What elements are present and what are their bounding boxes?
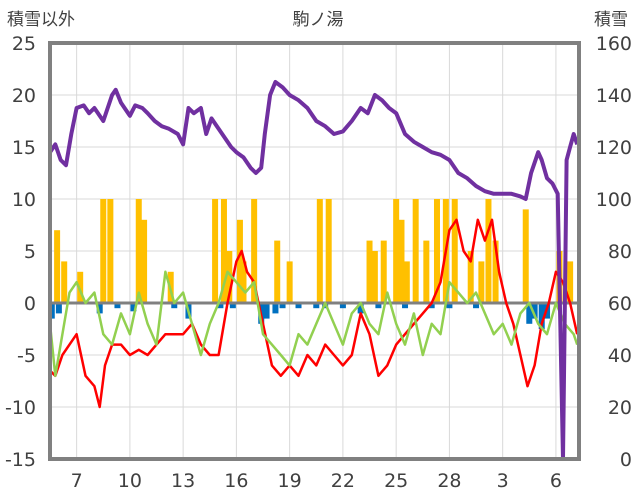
bar-up xyxy=(371,251,378,303)
bar-up xyxy=(100,199,107,303)
bar-up xyxy=(366,240,373,303)
left-tick-label: 25 xyxy=(12,33,36,55)
bar-up xyxy=(141,219,148,303)
bar-down xyxy=(55,303,62,314)
left-tick-label: -5 xyxy=(17,345,36,367)
bar-up xyxy=(325,199,332,303)
x-tick-label: 22 xyxy=(331,470,355,492)
left-tick-label: 0 xyxy=(24,293,36,315)
bar-down xyxy=(538,303,545,329)
bar-down xyxy=(263,303,270,319)
x-tick-label: 6 xyxy=(550,470,562,492)
left-tick-label: -10 xyxy=(5,397,36,419)
right-tick-label: 60 xyxy=(608,293,632,315)
bar-up xyxy=(412,199,419,303)
right-tick-label: 0 xyxy=(620,449,632,471)
bar-down xyxy=(171,303,178,309)
line-series xyxy=(48,80,580,461)
bar-down xyxy=(114,303,121,309)
right-tick-label: 140 xyxy=(596,85,632,107)
bar-up xyxy=(54,230,61,303)
bar-up xyxy=(240,261,247,303)
right-tick-label: 40 xyxy=(608,345,632,367)
left-axis-ticks: -15 -10 -5 0 5 10 15 20 25 xyxy=(5,33,36,471)
snow-depth-line xyxy=(48,80,580,461)
left-tick-label: 10 xyxy=(12,189,36,211)
left-tick-label: 15 xyxy=(12,137,36,159)
bar-up xyxy=(286,261,293,303)
bar-down xyxy=(446,303,453,309)
bar-up xyxy=(423,240,430,303)
left-tick-label: 20 xyxy=(12,85,36,107)
bar-up xyxy=(467,251,474,303)
x-tick-label: 13 xyxy=(171,470,195,492)
left-axis-title: 積雪以外 xyxy=(7,10,75,30)
bar-down xyxy=(402,303,409,309)
bar-down xyxy=(279,303,286,309)
bar-up xyxy=(403,261,410,303)
right-axis-title: 積雪 xyxy=(594,10,628,30)
bar-up xyxy=(451,199,458,303)
bar-down xyxy=(96,303,103,314)
bar-up xyxy=(433,199,440,303)
left-tick-label: 5 xyxy=(24,241,36,263)
bar-up xyxy=(251,199,258,303)
bar-up xyxy=(226,251,233,303)
right-tick-label: 80 xyxy=(608,241,632,263)
x-tick-label: 10 xyxy=(118,470,142,492)
chart-title: 駒ノ湯 xyxy=(293,10,344,30)
bar-up xyxy=(478,261,485,303)
bar-up xyxy=(398,219,405,303)
x-axis-ticks: 7 10 13 16 19 22 25 28 3 6 xyxy=(71,470,562,492)
right-tick-label: 120 xyxy=(596,137,632,159)
bar-up xyxy=(274,240,281,303)
bar-up xyxy=(135,199,142,303)
bar-down xyxy=(531,303,538,319)
bar-down xyxy=(217,303,224,309)
bar-up xyxy=(220,199,227,303)
plot-frame xyxy=(48,41,581,461)
left-tick-label: -15 xyxy=(5,449,36,471)
x-tick-label: 19 xyxy=(278,470,302,492)
bar-down xyxy=(272,303,279,314)
bar-down xyxy=(313,303,320,309)
right-axis-ticks: 0 20 40 60 80 100 120 140 160 xyxy=(596,33,632,471)
bar-down xyxy=(339,303,346,309)
bar-down xyxy=(229,303,236,309)
bar-down xyxy=(473,303,480,309)
x-tick-label: 3 xyxy=(497,470,509,492)
bar-up xyxy=(567,261,574,303)
x-tick-label: 7 xyxy=(71,470,83,492)
x-tick-label: 25 xyxy=(384,470,408,492)
x-tick-label: 28 xyxy=(437,470,461,492)
bar-up xyxy=(107,199,114,303)
bar-up xyxy=(492,240,499,303)
x-tick-label: 16 xyxy=(224,470,248,492)
bar-up xyxy=(522,209,529,303)
right-tick-label: 160 xyxy=(596,33,632,55)
bar-up xyxy=(316,199,323,303)
bar-down xyxy=(428,303,435,309)
bar-up xyxy=(393,199,400,303)
right-tick-label: 20 xyxy=(608,397,632,419)
bar-up xyxy=(485,199,492,303)
bar-down xyxy=(295,303,302,309)
bar-up xyxy=(61,261,68,303)
temperature-line-green xyxy=(48,270,579,378)
bar-down xyxy=(526,303,533,324)
bar-down xyxy=(130,303,137,312)
bar-up xyxy=(236,219,243,303)
bar-up xyxy=(212,199,219,303)
temperature-line-red xyxy=(49,218,579,409)
bar-down xyxy=(375,303,382,309)
bar-up xyxy=(380,240,387,303)
bar-down xyxy=(357,303,364,314)
right-tick-label: 100 xyxy=(596,189,632,211)
